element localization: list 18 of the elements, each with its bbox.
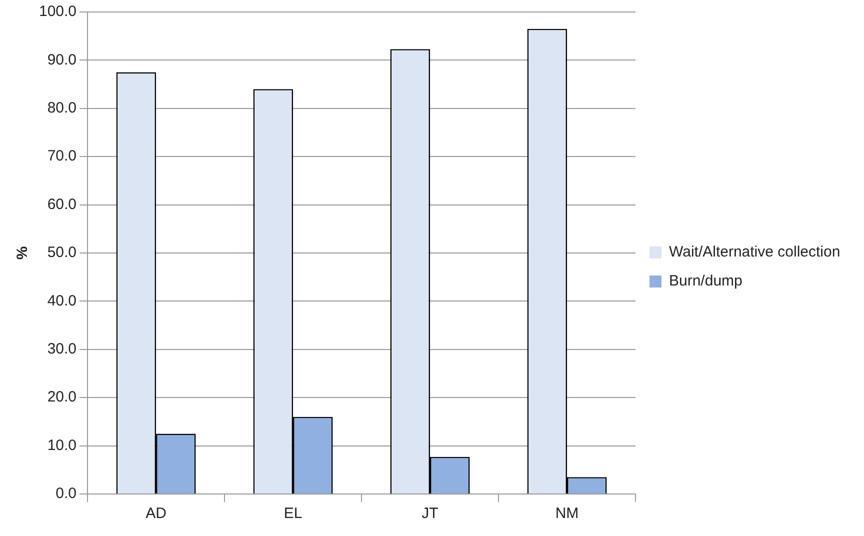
y-tick-label: 80.0 xyxy=(47,100,77,117)
y-tick-label: 50.0 xyxy=(47,244,77,262)
x-tick-label: AD xyxy=(146,505,167,522)
y-tick-label: 20.0 xyxy=(47,388,77,406)
y-tick-label: 40.0 xyxy=(47,292,77,310)
x-tick-label: NM xyxy=(555,505,579,522)
x-tick-label: JT xyxy=(422,505,438,522)
legend-label: Burn/dump xyxy=(669,272,742,290)
y-tick-label: 60.0 xyxy=(47,196,77,213)
y-tick-label: 90.0 xyxy=(47,51,77,68)
x-tick-label: EL xyxy=(284,505,302,522)
y-tick-label: 70.0 xyxy=(47,148,77,165)
y-tick-label: 10.0 xyxy=(47,436,77,454)
y-axis-title: % xyxy=(14,246,32,260)
y-tick-label: 30.0 xyxy=(47,340,77,358)
y-tick-label: 100.0 xyxy=(38,3,77,20)
y-tick-label: 0.0 xyxy=(56,485,77,502)
legend-label: Wait/Alternative collection xyxy=(669,244,840,261)
